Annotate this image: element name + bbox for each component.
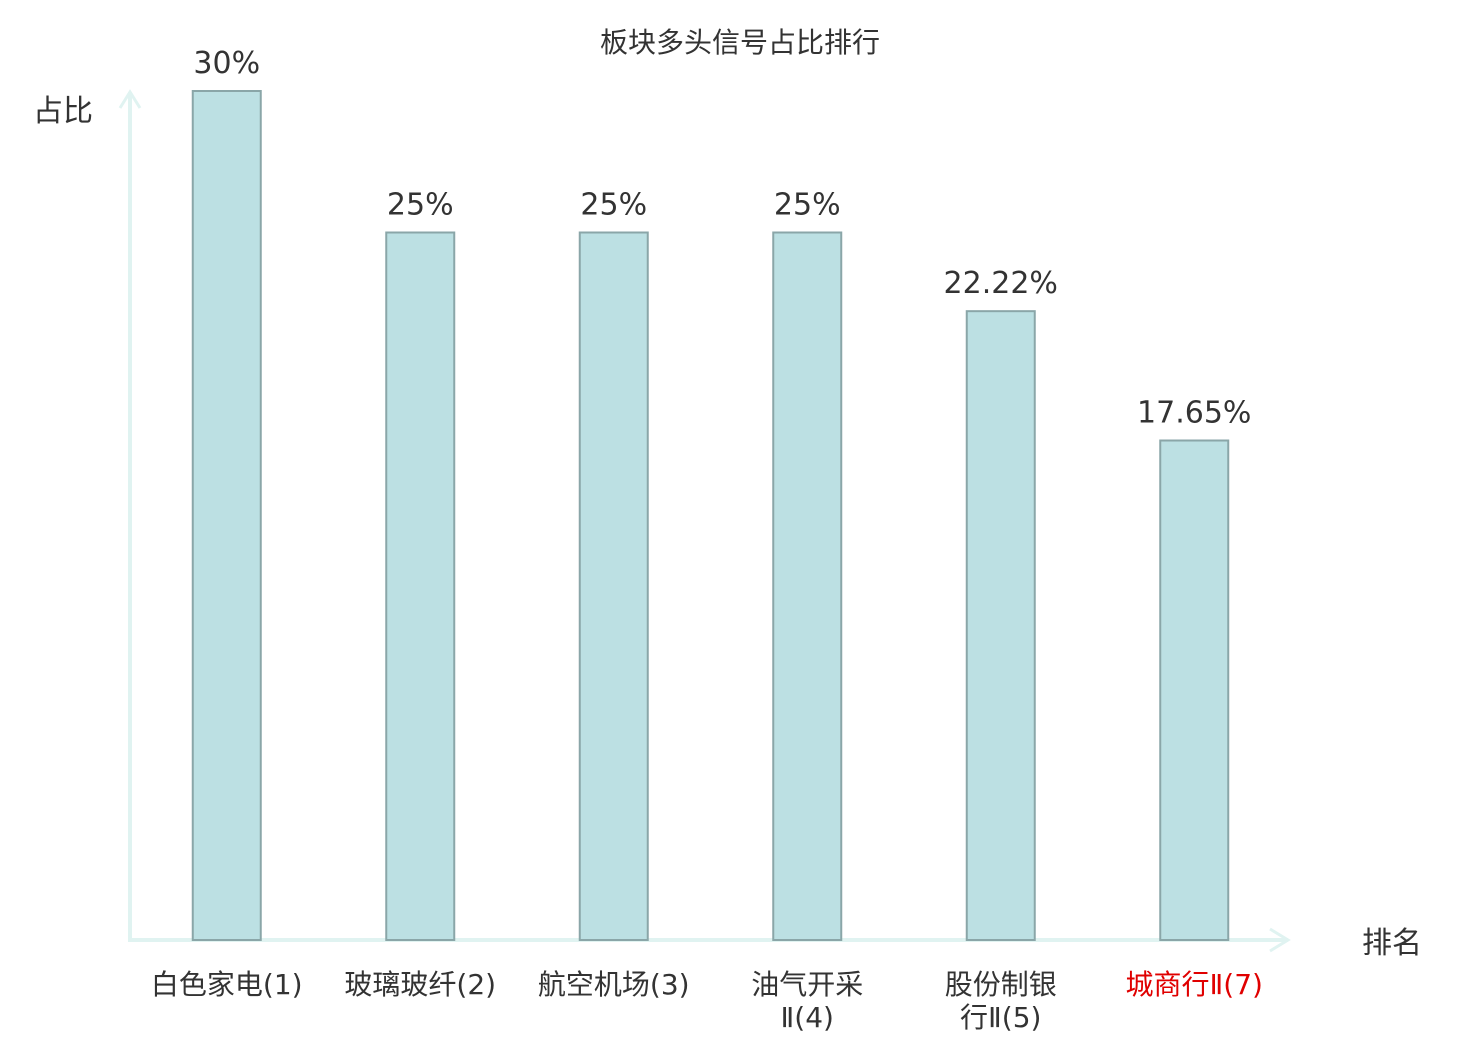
x-tick-label: 股份制银 — [945, 968, 1057, 1001]
x-tick-label: 油气开采 — [751, 968, 863, 1001]
x-tick-label: Ⅱ(4) — [781, 1001, 834, 1034]
bar-value-label: 25% — [774, 188, 841, 223]
bar — [385, 231, 456, 941]
bar — [191, 90, 262, 941]
x-tick-label: 行Ⅱ(5) — [960, 1001, 1041, 1034]
bar — [965, 310, 1036, 941]
chart-title: 板块多头信号占比排行 — [600, 26, 880, 59]
x-tick-label: 白色家电(1) — [151, 968, 303, 1001]
x-axis-label: 排名 — [1362, 926, 1422, 961]
bar-value-label: 17.65% — [1137, 396, 1251, 431]
x-tick-label: 航空机场(3) — [538, 968, 690, 1001]
y-axis-arrow — [118, 89, 142, 109]
bar — [772, 231, 843, 941]
bar-value-label: 30% — [193, 46, 260, 81]
bars-group: 30% 白色家电(1) 25% 玻璃玻纤(2) 25% 航空机场(3) 25% 油气开采Ⅱ(4… — [151, 46, 1263, 1034]
y-axis-label: 占比 — [33, 94, 93, 129]
x-tick-label: 玻璃玻纤(2) — [344, 968, 496, 1001]
bar-value-label: 22.22% — [944, 266, 1058, 301]
bar — [1159, 439, 1230, 941]
bar — [578, 231, 649, 941]
bar-value-label: 25% — [387, 188, 454, 223]
x-tick-label: 城商行Ⅱ(7) — [1126, 968, 1263, 1001]
x-axis-arrow — [1269, 927, 1291, 953]
bar-value-label: 25% — [580, 188, 647, 223]
